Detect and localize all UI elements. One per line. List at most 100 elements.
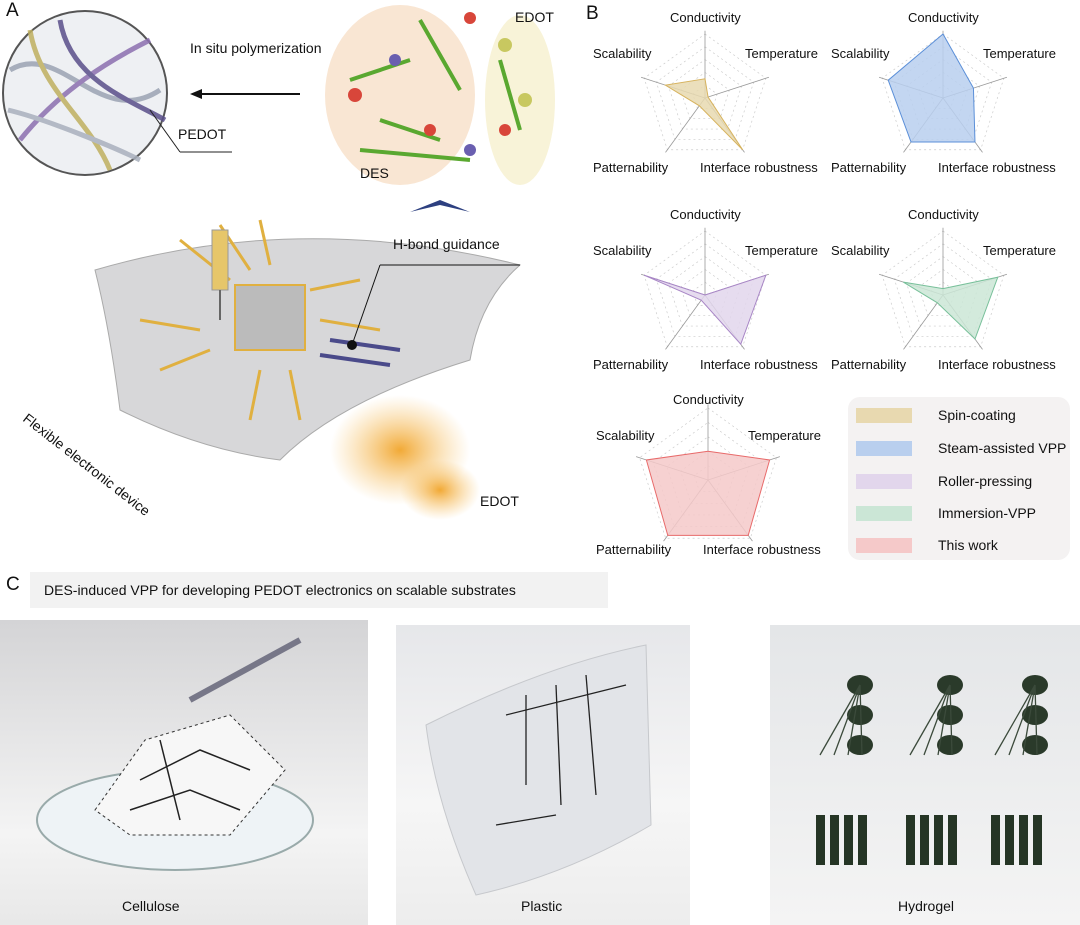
hydrogel-electrode — [844, 815, 853, 865]
radar-axis — [665, 97, 706, 153]
panel-a-illustration — [2, 5, 555, 520]
radar-axis-label: Patternability — [593, 160, 669, 175]
legend-label: Spin-coating — [938, 407, 1016, 423]
radar-axis-label: Patternability — [831, 160, 907, 175]
photo-label-hydrogel: Hydrogel — [898, 898, 955, 914]
radar-axis-label: Conductivity — [670, 207, 741, 222]
legend-swatch — [856, 505, 912, 521]
hydrogel-trace — [819, 684, 861, 756]
chip — [234, 284, 306, 351]
legend-swatch — [856, 440, 912, 456]
hydrogel-trace — [949, 684, 953, 756]
radar-series-2 — [643, 274, 767, 346]
hydrogel-electrode — [920, 815, 929, 865]
hydrogel-electrode — [991, 815, 1000, 865]
radar-axis — [665, 294, 706, 350]
hydrogel-electrode — [1019, 815, 1028, 865]
hydrogel-trace — [994, 684, 1036, 756]
legend-label: Steam-assisted VPP — [938, 440, 1067, 456]
legend: Spin-coating Steam-assisted VPP Roller-p… — [848, 397, 1070, 560]
flexible-substrate — [94, 238, 522, 461]
radar-axis-label: Scalability — [831, 46, 890, 61]
hydrogel-pad — [1022, 735, 1048, 755]
panel-label-b: B — [586, 3, 599, 24]
radar-grid-ring — [652, 421, 764, 527]
hydrogel-trace — [1034, 684, 1038, 756]
radar-axis-label: Temperature — [983, 243, 1056, 258]
photo-label-plastic: Plastic — [521, 898, 563, 914]
radar-grid-ring — [655, 46, 755, 140]
radar-axis-label: Scalability — [831, 243, 890, 258]
hydrogel-electrode — [934, 815, 943, 865]
radar-chart-4: Conductivity Temperature Interface robustn… — [596, 392, 821, 557]
photo-plastic: Plastic — [396, 625, 690, 925]
radar-chart-1: Conductivity Temperature Interface robustn… — [831, 10, 1056, 175]
radar-axis-label: Conductivity — [908, 10, 979, 25]
hydrogel-electrode — [948, 815, 957, 865]
hydrogel-trace — [1008, 684, 1036, 756]
edot-bottom-label: EDOT — [480, 493, 519, 509]
legend-item: Steam-assisted VPP — [856, 440, 1066, 456]
hydrogel-trace — [859, 684, 863, 756]
hbond-guidance-label: H-bond guidance — [393, 236, 500, 252]
radar-axis-label: Interface robustness — [700, 160, 818, 175]
legend-swatch — [856, 407, 912, 423]
radar-chart-0: Conductivity Temperature Interface robustn… — [593, 10, 818, 175]
photo-cellulose: Cellulose — [0, 620, 368, 925]
hydrogel-trace — [1022, 684, 1036, 756]
hydrogel-trace — [923, 684, 951, 756]
hydrogel-electrode — [1005, 815, 1014, 865]
radar-axis-label: Patternability — [593, 357, 669, 372]
radar-axis-label: Conductivity — [670, 10, 741, 25]
radar-axis-label: Scalability — [596, 428, 655, 443]
radar-axis-label: Interface robustness — [703, 542, 821, 557]
hydrogel-pad — [847, 735, 873, 755]
hydrogel-trace — [847, 684, 861, 756]
photo-hydrogel: Hydrogel — [770, 625, 1080, 925]
pedot-label: PEDOT — [178, 126, 227, 142]
radar-grid-ring — [639, 407, 777, 539]
radar-axis-label: Conductivity — [673, 392, 744, 407]
radar-axis-label: Conductivity — [908, 207, 979, 222]
radar-axis-label: Temperature — [983, 46, 1056, 61]
radar-series-3 — [903, 276, 999, 340]
radar-series-4 — [645, 450, 771, 536]
panel-label-c: C — [6, 574, 20, 595]
legend-item: Spin-coating — [856, 407, 1016, 423]
legend-item: This work — [856, 537, 998, 553]
radar-axis-label: Scalability — [593, 243, 652, 258]
hydrogel-electrode — [906, 815, 915, 865]
panel-c-caption: DES-induced VPP for developing PEDOT ele… — [44, 582, 516, 598]
hydrogel-pad — [937, 735, 963, 755]
radar-axis-label: Temperature — [745, 243, 818, 258]
legend-swatch — [856, 537, 912, 553]
hydrogel-electrode — [1033, 815, 1042, 865]
hydrogel-electrode — [816, 815, 825, 865]
radar-axis-label: Patternability — [831, 357, 907, 372]
radar-axis-label: Temperature — [748, 428, 821, 443]
radar-axis — [903, 294, 944, 350]
caption-box: DES-induced VPP for developing PEDOT ele… — [30, 572, 608, 608]
legend-swatch — [856, 473, 912, 489]
panel-label-a: A — [6, 0, 19, 21]
legend-item: Immersion-VPP — [856, 505, 1036, 521]
radar-charts: Conductivity Temperature Interface robustn… — [593, 10, 1056, 557]
radar-grid-ring — [893, 243, 993, 337]
radar-axis — [704, 76, 770, 99]
des-label: DES — [360, 165, 389, 181]
radar-axis-label: Interface robustness — [700, 357, 818, 372]
radar-axis-label: Interface robustness — [938, 160, 1056, 175]
hydrogel-trace — [937, 684, 951, 756]
legend-item: Roller-pressing — [856, 473, 1032, 489]
radar-axis-label: Scalability — [593, 46, 652, 61]
radar-axis-label: Temperature — [745, 46, 818, 61]
radar-series-1 — [887, 33, 976, 143]
radar-grid-ring — [655, 243, 755, 337]
legend-label: Immersion-VPP — [938, 505, 1037, 521]
legend-label: Roller-pressing — [938, 473, 1033, 489]
hydrogel-electrode — [830, 815, 839, 865]
radar-axis-label: Patternability — [596, 542, 672, 557]
radar-series-0 — [664, 78, 744, 151]
in-situ-polymerization-label: In situ polymerization — [190, 40, 322, 56]
